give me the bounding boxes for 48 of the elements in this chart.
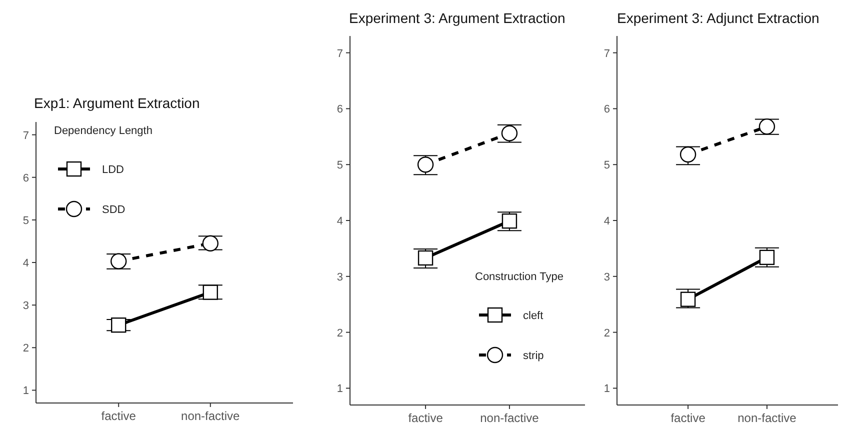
x-tick-label: factive [670, 411, 706, 425]
y-tick-label: 1 [22, 385, 29, 398]
y-tick-label: 2 [336, 327, 343, 340]
point [680, 146, 696, 163]
chart-title: Experiment 3: Argument Extraction [349, 10, 566, 26]
point [501, 125, 518, 142]
y-tick-label: 6 [336, 104, 343, 116]
y-tick-label: 2 [604, 327, 610, 340]
y-tick-label: 3 [604, 271, 610, 284]
y-tick-label: 6 [604, 104, 610, 116]
point [759, 250, 775, 265]
y-tick-label: 1 [336, 383, 343, 396]
y-tick-label: 1 [604, 383, 610, 396]
y-tick-label: 7 [336, 48, 343, 60]
y-tick-label: 3 [22, 300, 29, 312]
y-tick-label: 4 [336, 216, 343, 228]
y-tick-label: 7 [604, 48, 610, 60]
legend-title: Dependency Length [54, 125, 152, 137]
y-tick-label: 2 [22, 342, 29, 355]
y-tick-label: 5 [22, 214, 29, 227]
point [111, 317, 126, 333]
point [758, 118, 776, 135]
point [502, 213, 518, 229]
x-tick-label: factive [101, 409, 136, 423]
point [417, 156, 434, 173]
point [202, 284, 218, 300]
legend-label: LDD [102, 164, 124, 176]
point [418, 250, 434, 266]
point [110, 253, 127, 270]
y-tick-label: 5 [604, 160, 610, 172]
y-tick-label: 7 [22, 130, 29, 142]
y-tick-label: 4 [22, 258, 29, 270]
x-tick-label: non-factive [738, 411, 797, 425]
x-tick-label: non-factive [181, 409, 240, 423]
y-tick-label: 3 [336, 271, 343, 284]
chart-title: Exp1: Argument Extraction [34, 95, 200, 111]
legend-label: strip [523, 350, 544, 362]
x-tick-label: factive [408, 411, 444, 425]
legend-title: Construction Type [475, 271, 564, 283]
x-tick-label: non-factive [480, 411, 540, 425]
y-tick-label: 5 [336, 160, 343, 172]
y-tick-label: 4 [604, 216, 610, 228]
point [202, 235, 218, 252]
point [680, 292, 696, 307]
legend-label: cleft [523, 310, 544, 322]
y-tick-label: 6 [22, 172, 29, 184]
legend-label: SDD [102, 204, 126, 216]
chart-title: Experiment 3: Adjunct Extraction [617, 10, 820, 26]
